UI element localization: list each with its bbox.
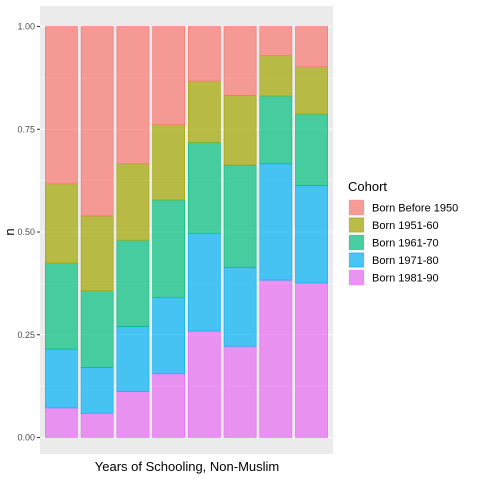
legend-label: Born 1981-90 bbox=[372, 273, 439, 285]
y-axis-title: n bbox=[2, 228, 17, 235]
bar-segment bbox=[152, 124, 186, 201]
legend-swatch bbox=[349, 252, 364, 268]
bar-segment bbox=[187, 232, 221, 332]
bars bbox=[45, 26, 328, 438]
bar-segment bbox=[295, 26, 328, 68]
y-tick-label: 0.00 bbox=[17, 433, 35, 443]
legend-label: Born Before 1950 bbox=[372, 203, 458, 215]
bar-segment bbox=[116, 391, 150, 438]
bar-segment bbox=[295, 185, 328, 284]
bar-segment bbox=[295, 282, 328, 438]
bar-segment bbox=[223, 164, 257, 268]
bar-segment bbox=[45, 26, 78, 185]
legend-label: Born 1961-70 bbox=[372, 238, 439, 250]
bar-segment bbox=[116, 326, 150, 392]
bar-segment bbox=[259, 163, 293, 281]
bar-segment bbox=[223, 26, 257, 96]
bar-segment bbox=[259, 279, 293, 438]
legend-label: Born 1971-80 bbox=[372, 255, 439, 267]
bar-segment bbox=[80, 290, 114, 368]
y-axis: 0.00 0.25 0.50 0.75 1.00 bbox=[17, 22, 40, 443]
bar-segment bbox=[80, 215, 114, 292]
bar-segment bbox=[152, 26, 186, 126]
bar-segment bbox=[80, 26, 114, 217]
legend-swatch bbox=[349, 270, 364, 285]
x-axis-title: Years of Schooling, Non-Muslim bbox=[95, 459, 280, 474]
bar-segment bbox=[295, 113, 328, 186]
bar-segment bbox=[80, 412, 114, 438]
y-tick-label: 0.50 bbox=[17, 227, 35, 237]
bar-segment bbox=[45, 407, 78, 438]
y-tick-label: 1.00 bbox=[17, 22, 35, 32]
bar-segment bbox=[187, 330, 221, 438]
legend-swatch bbox=[349, 235, 364, 250]
bar-segment bbox=[187, 26, 221, 82]
legend-swatch bbox=[349, 200, 364, 215]
bar-segment bbox=[259, 26, 293, 56]
bar-segment bbox=[45, 183, 78, 264]
bar-segment bbox=[45, 348, 78, 409]
bar-segment bbox=[152, 297, 186, 375]
bar-segment bbox=[223, 267, 257, 347]
bar-segment bbox=[116, 163, 150, 241]
bar-segment bbox=[259, 55, 293, 97]
bar-segment bbox=[152, 373, 186, 438]
legend-swatch bbox=[349, 217, 364, 233]
bar-segment bbox=[152, 199, 186, 299]
y-tick-label: 0.25 bbox=[17, 330, 35, 340]
legend-title: Cohort bbox=[348, 179, 387, 194]
y-tick-label: 0.75 bbox=[17, 124, 35, 134]
legend: Cohort Born Before 1950 Born 1951-60 Born … bbox=[348, 179, 458, 286]
bar-segment bbox=[259, 95, 293, 165]
legend-label: Born 1951-60 bbox=[372, 220, 439, 232]
bar-segment bbox=[187, 142, 221, 234]
bar-segment bbox=[295, 66, 328, 115]
bar-segment bbox=[223, 95, 257, 166]
bar-segment bbox=[116, 239, 150, 327]
bar-segment bbox=[80, 367, 114, 414]
bar-segment bbox=[223, 345, 257, 438]
bar-segment bbox=[45, 262, 78, 350]
bar-segment bbox=[187, 80, 221, 143]
bar-segment bbox=[116, 26, 150, 165]
